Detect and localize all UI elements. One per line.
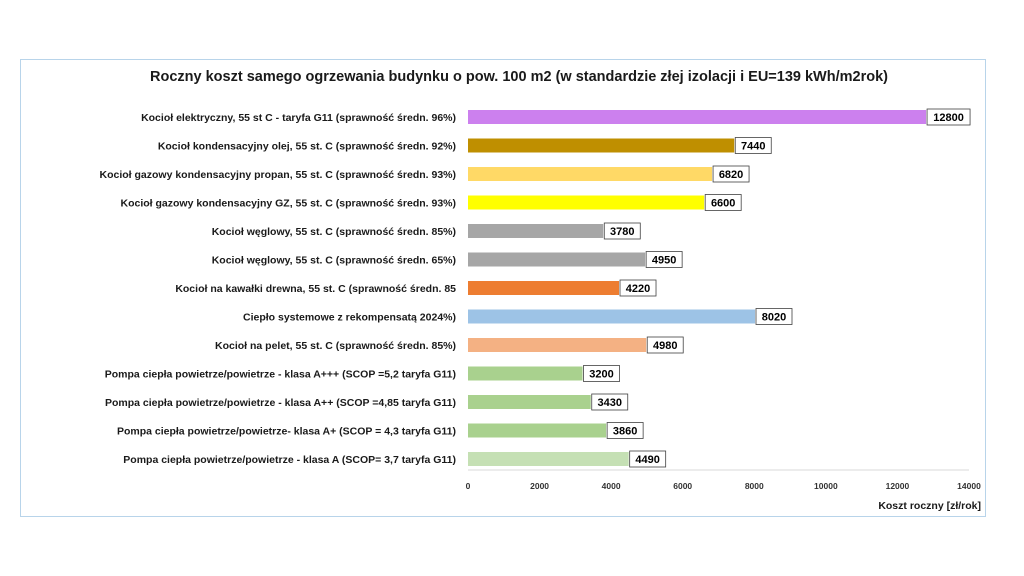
category-label: Pompa ciepła powietrze/powietrze - klasa… bbox=[105, 397, 456, 409]
bar bbox=[468, 338, 647, 352]
data-label-box bbox=[734, 137, 772, 154]
chart-title: Roczny koszt samego ogrzewania budynku o… bbox=[150, 69, 888, 85]
data-label: 3860 bbox=[613, 426, 637, 438]
data-label-box bbox=[603, 222, 641, 240]
data-label: 3430 bbox=[598, 397, 622, 409]
data-label: 6600 bbox=[711, 198, 735, 210]
data-label-box bbox=[926, 108, 971, 126]
x-tick-label: 12000 bbox=[886, 481, 910, 491]
bar bbox=[468, 395, 591, 409]
bar bbox=[468, 452, 629, 466]
data-label: 7440 bbox=[741, 141, 765, 153]
x-tick-label: 8000 bbox=[745, 481, 764, 491]
bar bbox=[468, 110, 927, 124]
bar bbox=[468, 138, 735, 153]
x-axis-ticks: 0 2000 4000 6000 8000 10000 12000 14000 bbox=[466, 481, 981, 491]
bar bbox=[468, 281, 620, 295]
category-label: Kocioł elektryczny, 55 st C - taryfa G11… bbox=[141, 112, 456, 124]
x-tick-label: 10000 bbox=[814, 481, 838, 491]
category-label: Kocioł węglowy, 55 st. C (sprawność śred… bbox=[212, 226, 456, 238]
data-label-box bbox=[712, 165, 750, 183]
category-label: Pompa ciepła powietrze/powietrze - klasa… bbox=[123, 454, 456, 466]
data-label-box bbox=[583, 365, 620, 382]
bar bbox=[468, 309, 756, 324]
category-label: Pompa ciepła powietrze/powietrze - klasa… bbox=[105, 369, 456, 381]
data-label: 4950 bbox=[652, 255, 676, 267]
x-axis-title: Koszt roczny [zł/rok] bbox=[878, 500, 981, 512]
category-label: Kocioł węglowy, 55 st. C (sprawność śred… bbox=[212, 255, 456, 267]
bars-layer: Kocioł elektryczny, 55 st C - taryfa G11… bbox=[99, 108, 971, 468]
data-label: 6820 bbox=[719, 169, 743, 181]
data-label: 8020 bbox=[762, 312, 786, 324]
data-label-box bbox=[645, 251, 683, 268]
x-tick-label: 2000 bbox=[530, 481, 549, 491]
category-label: Kocioł gazowy kondensacyjny propan, 55 s… bbox=[99, 169, 456, 181]
category-label: Kocioł gazowy kondensacyjny GZ, 55 st. C… bbox=[120, 198, 456, 210]
data-label-box bbox=[646, 336, 684, 354]
bar bbox=[468, 224, 604, 238]
data-label-box bbox=[755, 308, 793, 325]
data-label: 4490 bbox=[635, 454, 659, 466]
x-tick-label: 0 bbox=[466, 481, 471, 491]
category-label: Kocioł kondensacyjny olej, 55 st. C (spr… bbox=[158, 141, 456, 153]
x-tick-label: 6000 bbox=[673, 481, 692, 491]
data-label: 3780 bbox=[610, 226, 634, 238]
data-label: 4980 bbox=[653, 340, 677, 352]
category-label: Kocioł na kawałki drewna, 55 st. C (spra… bbox=[175, 283, 456, 295]
bar bbox=[468, 195, 705, 210]
category-label: Pompa ciepła powietrze/powietrze- klasa … bbox=[117, 426, 456, 438]
category-label: Ciepło systemowe z rekompensatą 2024%) bbox=[243, 312, 456, 324]
x-tick-label: 14000 bbox=[957, 481, 981, 491]
data-label-box bbox=[629, 450, 667, 468]
data-label: 12800 bbox=[933, 112, 964, 124]
category-label: Kocioł na pelet, 55 st. C (sprawność śre… bbox=[215, 340, 456, 352]
data-label-box bbox=[591, 393, 629, 411]
bar bbox=[468, 167, 713, 181]
x-tick-label: 4000 bbox=[602, 481, 621, 491]
bar bbox=[468, 252, 646, 267]
data-label: 3200 bbox=[589, 369, 613, 381]
data-label: 4220 bbox=[626, 283, 650, 295]
bar bbox=[468, 423, 607, 438]
data-label-box bbox=[704, 194, 742, 211]
data-label-box bbox=[606, 422, 644, 439]
chart-frame: Roczny koszt samego ogrzewania budynku o… bbox=[20, 59, 986, 517]
chart-canvas: Roczny koszt samego ogrzewania budynku o… bbox=[99, 69, 981, 512]
bar bbox=[468, 366, 583, 381]
data-label-box bbox=[619, 279, 657, 297]
